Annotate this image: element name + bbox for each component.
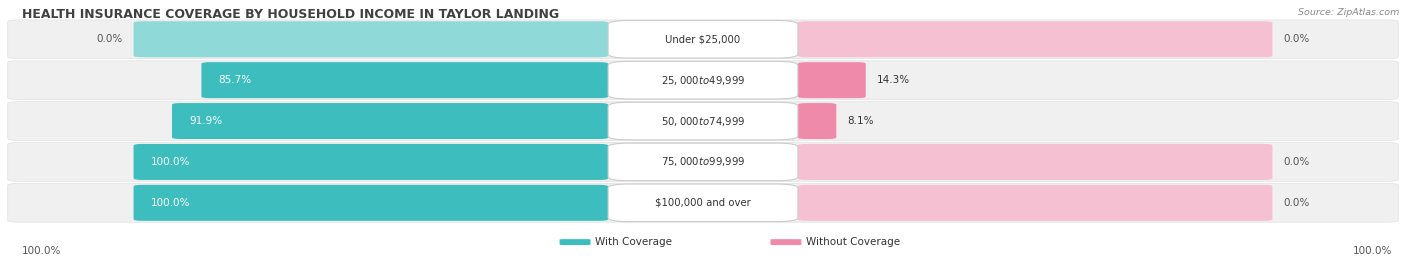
- Text: 0.0%: 0.0%: [1284, 157, 1310, 167]
- Text: 100.0%: 100.0%: [1353, 246, 1392, 256]
- Text: 100.0%: 100.0%: [150, 157, 190, 167]
- FancyBboxPatch shape: [770, 239, 801, 245]
- Text: 0.0%: 0.0%: [96, 34, 122, 44]
- FancyBboxPatch shape: [609, 20, 799, 58]
- Text: $25,000 to $49,999: $25,000 to $49,999: [661, 74, 745, 87]
- Text: 85.7%: 85.7%: [218, 75, 252, 85]
- Text: 0.0%: 0.0%: [1284, 198, 1310, 208]
- FancyBboxPatch shape: [201, 62, 609, 98]
- FancyBboxPatch shape: [8, 20, 1398, 59]
- FancyBboxPatch shape: [799, 62, 866, 98]
- Text: $75,000 to $99,999: $75,000 to $99,999: [661, 155, 745, 168]
- Text: 8.1%: 8.1%: [848, 116, 875, 126]
- Text: 91.9%: 91.9%: [188, 116, 222, 126]
- FancyBboxPatch shape: [8, 143, 1398, 181]
- FancyBboxPatch shape: [172, 103, 609, 139]
- FancyBboxPatch shape: [609, 61, 799, 99]
- FancyBboxPatch shape: [8, 61, 1398, 100]
- FancyBboxPatch shape: [8, 183, 1398, 222]
- Text: 14.3%: 14.3%: [877, 75, 910, 85]
- FancyBboxPatch shape: [609, 102, 799, 140]
- FancyBboxPatch shape: [799, 144, 1272, 180]
- FancyBboxPatch shape: [134, 21, 609, 57]
- FancyBboxPatch shape: [799, 185, 1272, 221]
- Text: $50,000 to $74,999: $50,000 to $74,999: [661, 115, 745, 128]
- Text: With Coverage: With Coverage: [595, 237, 672, 247]
- FancyBboxPatch shape: [134, 185, 609, 221]
- Text: $100,000 and over: $100,000 and over: [655, 198, 751, 208]
- FancyBboxPatch shape: [609, 143, 799, 181]
- FancyBboxPatch shape: [799, 103, 837, 139]
- FancyBboxPatch shape: [609, 184, 799, 222]
- FancyBboxPatch shape: [560, 239, 591, 245]
- Text: Under $25,000: Under $25,000: [665, 34, 741, 44]
- FancyBboxPatch shape: [799, 21, 1272, 57]
- Text: 100.0%: 100.0%: [150, 198, 190, 208]
- Text: Without Coverage: Without Coverage: [806, 237, 900, 247]
- Text: HEALTH INSURANCE COVERAGE BY HOUSEHOLD INCOME IN TAYLOR LANDING: HEALTH INSURANCE COVERAGE BY HOUSEHOLD I…: [22, 8, 560, 21]
- FancyBboxPatch shape: [8, 102, 1398, 140]
- Text: Source: ZipAtlas.com: Source: ZipAtlas.com: [1298, 8, 1399, 17]
- FancyBboxPatch shape: [134, 144, 609, 180]
- Text: 0.0%: 0.0%: [1284, 34, 1310, 44]
- Text: 100.0%: 100.0%: [22, 246, 62, 256]
